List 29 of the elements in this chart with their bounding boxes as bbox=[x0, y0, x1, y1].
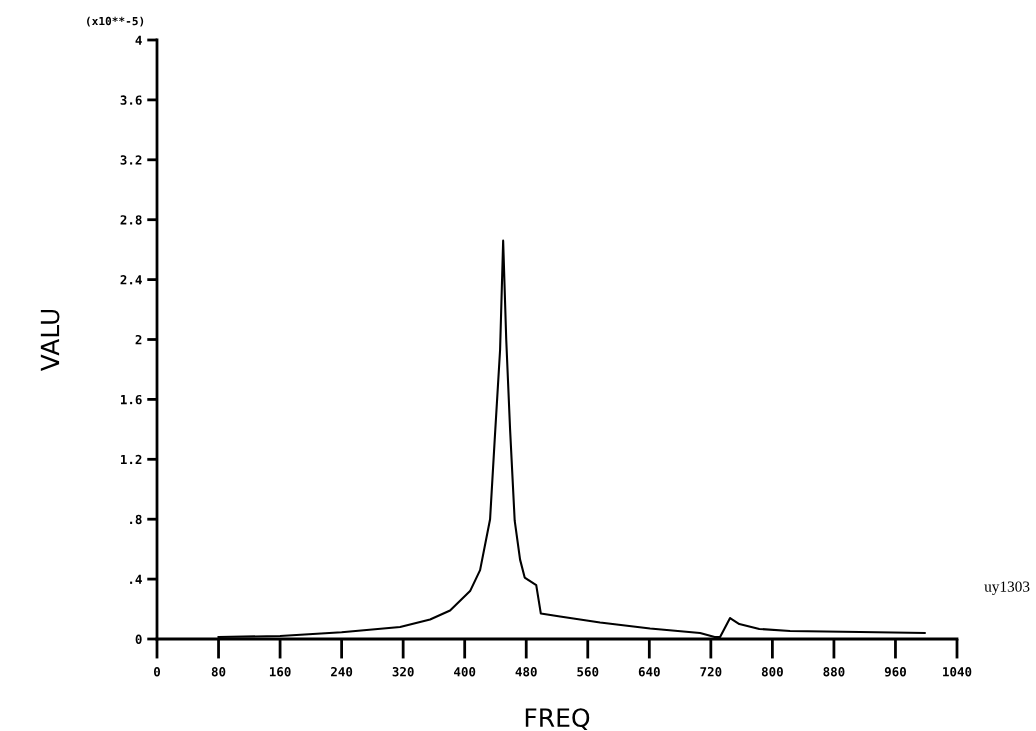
x-tick-label: 640 bbox=[638, 667, 660, 677]
y-tick-label: 1.6 bbox=[120, 394, 142, 405]
y-axis-title: VALU bbox=[40, 309, 60, 372]
y-tick-label: 1.2 bbox=[120, 454, 142, 465]
x-tick-label: 320 bbox=[392, 667, 414, 677]
x-tick-label: 240 bbox=[331, 667, 353, 677]
x-tick-label: 1040 bbox=[943, 667, 972, 677]
y-tick-label: .4 bbox=[130, 574, 142, 584]
y-tick-label: 0 bbox=[135, 634, 142, 644]
y-tick-label: 3.6 bbox=[120, 95, 142, 105]
x-tick-label: 160 bbox=[269, 667, 291, 677]
x-axis-title: FREQ bbox=[525, 708, 590, 730]
x-tick-label: 480 bbox=[515, 667, 537, 677]
text: uy1303 bbox=[984, 581, 1030, 595]
text: (x10**-5) bbox=[87, 16, 144, 27]
x-tick-label: 0 bbox=[153, 667, 161, 677]
y-tick-label: .8 bbox=[130, 514, 142, 525]
y-tick-label: 2.4 bbox=[120, 275, 142, 285]
x-tick-label: 720 bbox=[700, 667, 722, 677]
x-tick-label: 560 bbox=[577, 667, 599, 677]
x-tick-label: 80 bbox=[211, 667, 226, 677]
y-tick-label: 2 bbox=[135, 334, 142, 345]
x-tick-label: 800 bbox=[761, 667, 783, 677]
y-tick-label: 4 bbox=[135, 35, 142, 45]
y-tick-label: 3.2 bbox=[120, 155, 142, 165]
y-tick-label: 2.8 bbox=[120, 215, 142, 225]
x-tick-label: 400 bbox=[454, 667, 476, 677]
x-tick-label: 880 bbox=[823, 667, 845, 677]
x-tick-label: 960 bbox=[884, 667, 906, 677]
